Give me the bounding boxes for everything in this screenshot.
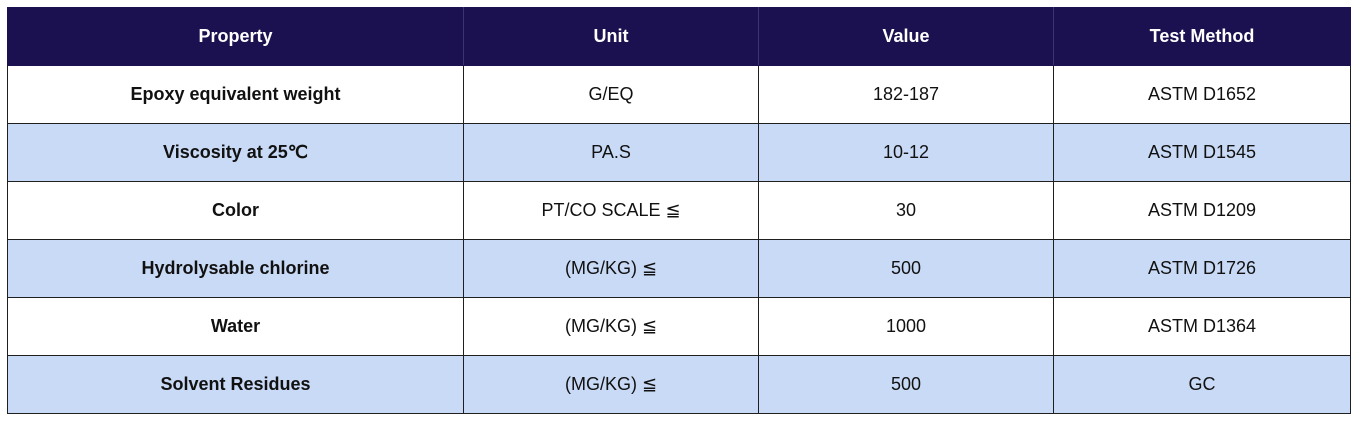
cell-test-method: ASTM D1545 (1053, 123, 1351, 182)
header-property: Property (7, 7, 464, 66)
cell-unit: PT/CO SCALE ≦ (463, 181, 759, 240)
properties-table: Property Unit Value Test Method Epoxy eq… (7, 7, 1351, 414)
cell-property: Water (7, 297, 464, 356)
cell-value: 182-187 (758, 65, 1054, 124)
header-row: Property Unit Value Test Method (7, 7, 1351, 66)
cell-property: Solvent Residues (7, 355, 464, 414)
table-row: Color PT/CO SCALE ≦ 30 ASTM D1209 (7, 181, 1351, 240)
cell-unit: (MG/KG) ≦ (463, 297, 759, 356)
table-row: Hydrolysable chlorine (MG/KG) ≦ 500 ASTM… (7, 239, 1351, 298)
table-header: Property Unit Value Test Method (7, 7, 1351, 66)
header-value: Value (758, 7, 1054, 66)
cell-unit: (MG/KG) ≦ (463, 355, 759, 414)
cell-test-method: ASTM D1364 (1053, 297, 1351, 356)
cell-property: Hydrolysable chlorine (7, 239, 464, 298)
cell-unit: (MG/KG) ≦ (463, 239, 759, 298)
cell-value: 500 (758, 355, 1054, 414)
table-body: Epoxy equivalent weight G/EQ 182-187 AST… (7, 65, 1351, 414)
table-row: Viscosity at 25℃ PA.S 10-12 ASTM D1545 (7, 123, 1351, 182)
cell-value: 30 (758, 181, 1054, 240)
cell-property: Color (7, 181, 464, 240)
cell-value: 500 (758, 239, 1054, 298)
cell-property: Viscosity at 25℃ (7, 123, 464, 182)
cell-unit: G/EQ (463, 65, 759, 124)
cell-test-method: ASTM D1652 (1053, 65, 1351, 124)
table-row: Water (MG/KG) ≦ 1000 ASTM D1364 (7, 297, 1351, 356)
table-row: Epoxy equivalent weight G/EQ 182-187 AST… (7, 65, 1351, 124)
cell-value: 10-12 (758, 123, 1054, 182)
cell-test-method: ASTM D1726 (1053, 239, 1351, 298)
cell-test-method: ASTM D1209 (1053, 181, 1351, 240)
cell-test-method: GC (1053, 355, 1351, 414)
table-row: Solvent Residues (MG/KG) ≦ 500 GC (7, 355, 1351, 414)
cell-property: Epoxy equivalent weight (7, 65, 464, 124)
cell-value: 1000 (758, 297, 1054, 356)
cell-unit: PA.S (463, 123, 759, 182)
header-test-method: Test Method (1053, 7, 1351, 66)
properties-table-container: Property Unit Value Test Method Epoxy eq… (7, 7, 1351, 414)
header-unit: Unit (463, 7, 759, 66)
